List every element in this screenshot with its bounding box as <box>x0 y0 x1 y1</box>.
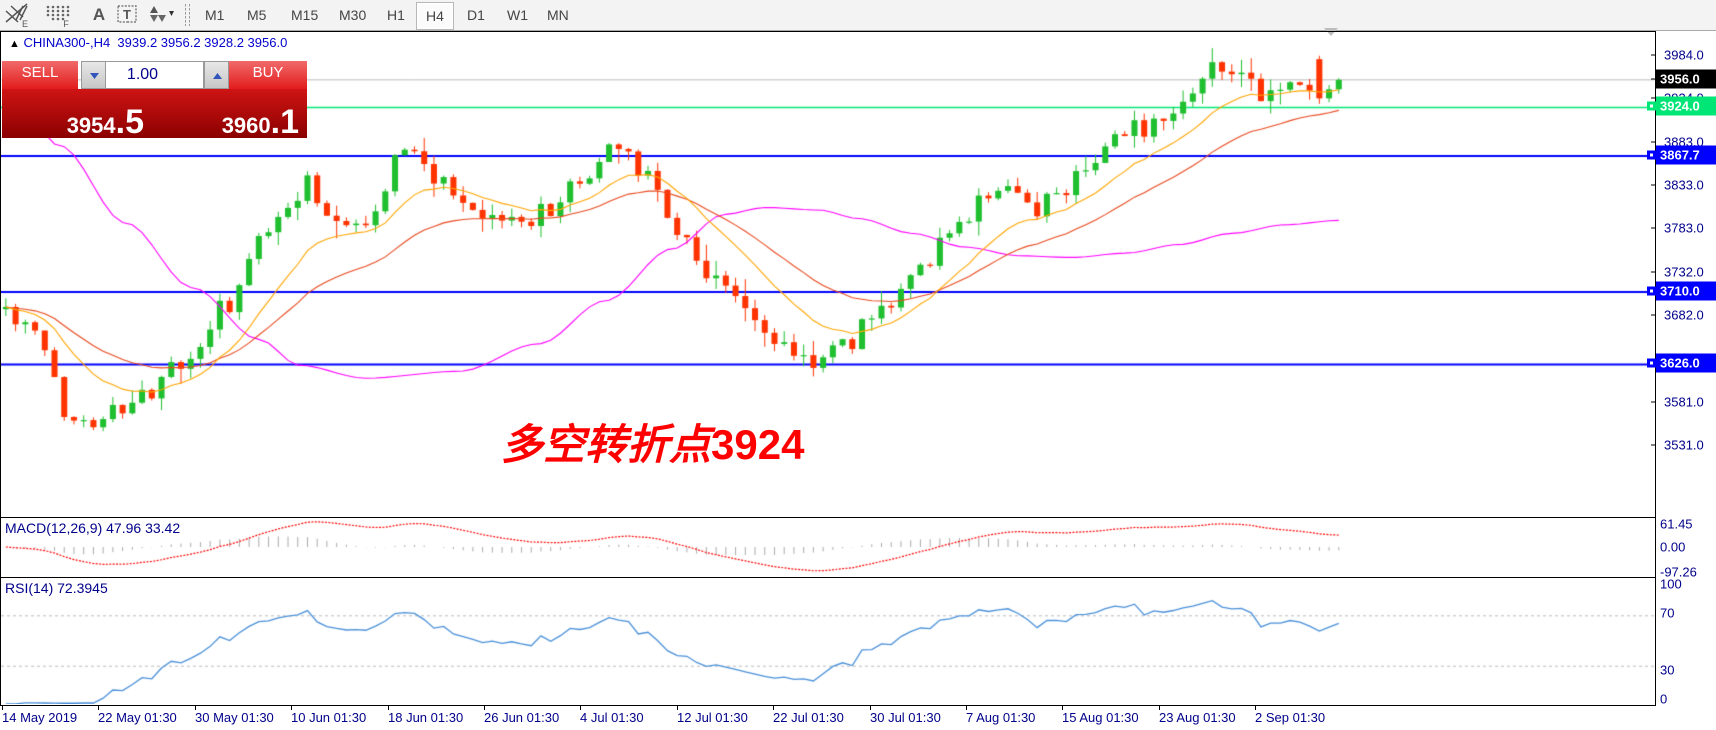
svg-text:E: E <box>22 19 28 29</box>
svg-text:T: T <box>123 7 131 22</box>
svg-text:F: F <box>63 19 69 29</box>
